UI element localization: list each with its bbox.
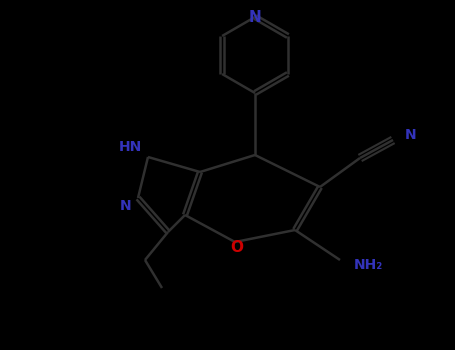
Text: N: N [405,128,417,142]
Text: NH₂: NH₂ [354,258,383,272]
Text: HN: HN [118,140,142,154]
Text: N: N [248,9,261,25]
Text: O: O [231,239,243,254]
Text: N: N [120,199,132,213]
